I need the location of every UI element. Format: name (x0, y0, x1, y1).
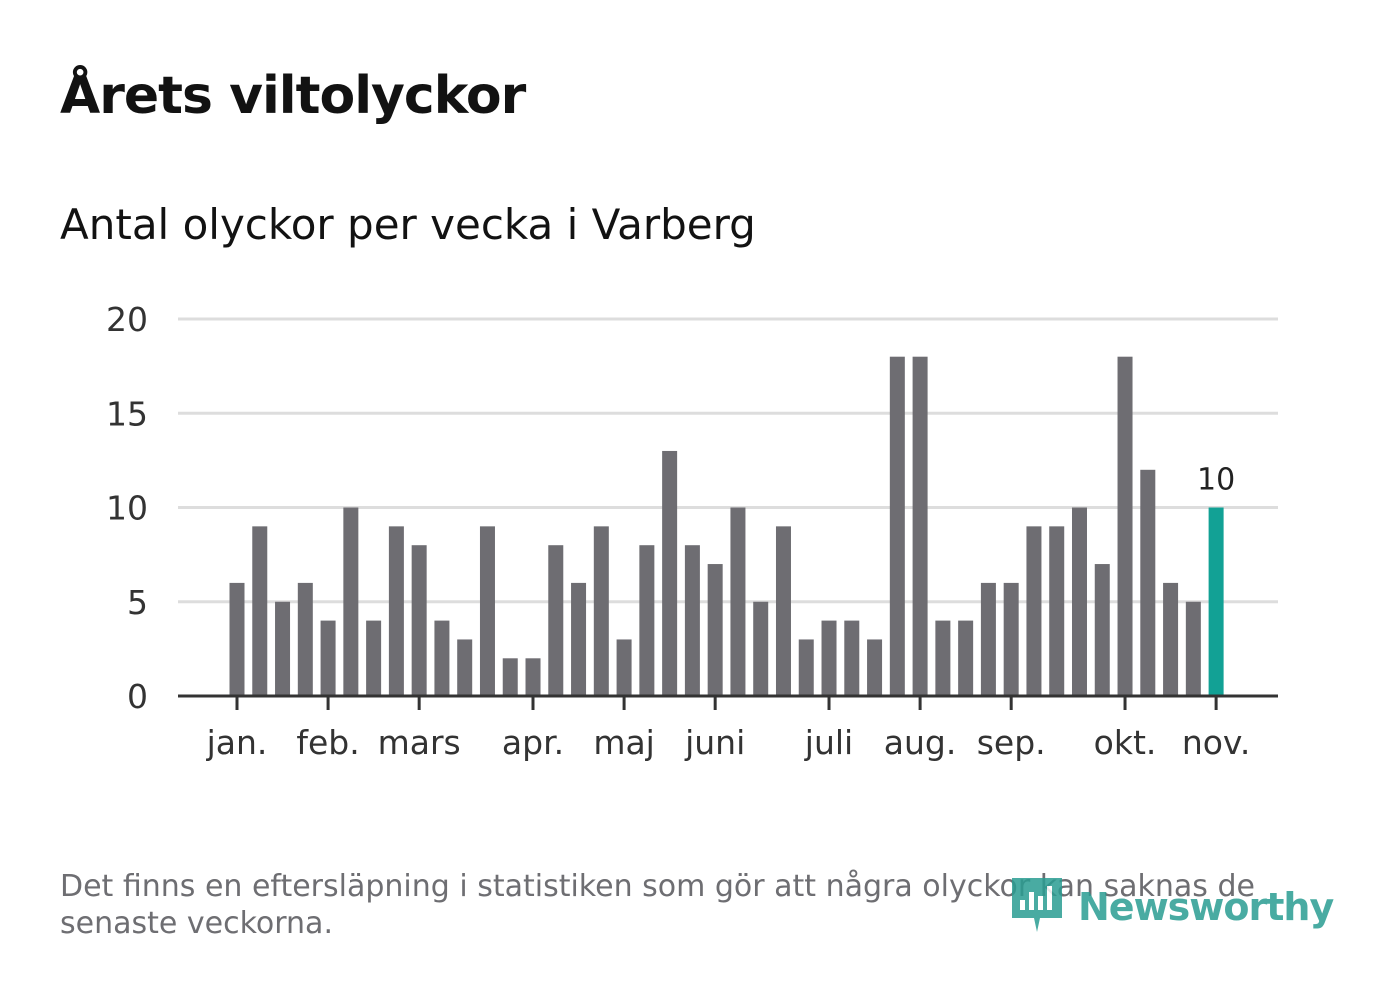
bar (1026, 526, 1042, 696)
bar (479, 526, 495, 696)
chart-title: Årets viltolyckor (60, 66, 526, 126)
bar (593, 526, 609, 696)
brand-name: Newsworthy (1078, 885, 1334, 929)
highlight-value-label: 10 (1197, 463, 1235, 498)
bar (730, 507, 746, 696)
y-tick-label: 0 (127, 677, 148, 716)
bar (366, 620, 382, 696)
bar (1140, 469, 1156, 696)
x-tick-label: juni (684, 723, 745, 762)
bar (684, 545, 700, 696)
bar (229, 582, 245, 696)
y-tick-label: 20 (106, 300, 148, 339)
bar (844, 620, 860, 696)
x-tick-label: nov. (1182, 723, 1251, 762)
bar (525, 658, 541, 696)
x-tick-label: apr. (502, 723, 564, 762)
bar (1117, 356, 1133, 696)
bar (935, 620, 951, 696)
bar (798, 639, 814, 696)
bars (229, 356, 1224, 696)
bar (889, 356, 905, 696)
bar (980, 582, 996, 696)
bar (252, 526, 268, 696)
bar (548, 545, 564, 696)
bar (434, 620, 450, 696)
bar (1094, 564, 1110, 696)
x-tick-label: juli (804, 723, 853, 762)
y-tick-label: 15 (106, 394, 148, 433)
bar (821, 620, 837, 696)
bar (867, 639, 883, 696)
bar (958, 620, 974, 696)
y-tick-label: 10 (106, 489, 148, 528)
x-tick-label: mars (378, 723, 461, 762)
x-tick-label: okt. (1094, 723, 1157, 762)
x-tick-label: jan. (206, 723, 268, 762)
bar (1185, 601, 1201, 696)
bar (297, 582, 313, 696)
x-tick-label: sep. (977, 723, 1046, 762)
x-tick-label: feb. (296, 723, 359, 762)
bar (502, 658, 518, 696)
bar (411, 545, 427, 696)
bar (343, 507, 359, 696)
bar (775, 526, 791, 696)
bar (707, 564, 723, 696)
bar (275, 601, 291, 696)
data-labels: 10 (1197, 463, 1235, 498)
y-axis-ticks: 0 5 10 15 20 (106, 300, 148, 716)
bar (912, 356, 928, 696)
bar (662, 450, 678, 696)
newsworthy-logo-icon (1010, 874, 1064, 940)
bar (616, 639, 632, 696)
x-axis-ticks: jan. feb. mars apr. maj juni juli aug. sep. okt. n… (206, 696, 1251, 762)
bar (457, 639, 473, 696)
x-tick-label: maj (593, 723, 655, 762)
x-tick-label: aug. (884, 723, 957, 762)
bar (753, 601, 769, 696)
bar (320, 620, 336, 696)
bar (1163, 582, 1179, 696)
bar (571, 582, 587, 696)
bar (388, 526, 404, 696)
bar (1071, 507, 1087, 696)
gridlines (178, 317, 1278, 604)
bar (639, 545, 655, 696)
y-tick-label: 5 (127, 583, 148, 622)
bar (1049, 526, 1065, 696)
bar (1003, 582, 1019, 696)
chart-subtitle: Antal olyckor per vecka i Varberg (60, 200, 756, 249)
bar-highlight (1208, 507, 1224, 696)
bar-chart: 0 5 10 15 20 jan. feb. mars apr. maj juni juli aug.… (106, 300, 1278, 762)
brand[interactable]: Newsworthy (1010, 874, 1334, 940)
